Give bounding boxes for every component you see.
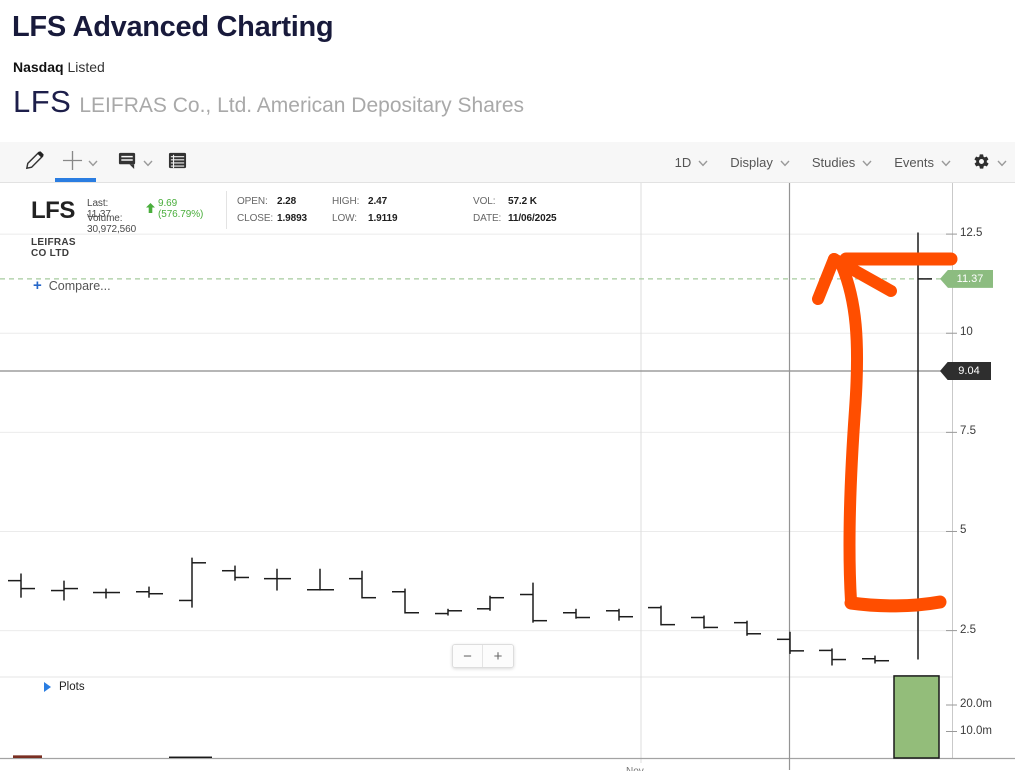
company-name: LEIFRAS Co., Ltd. American Depositary Sh… [79, 94, 525, 117]
triangle-right-icon [44, 682, 51, 692]
up-arrow-icon [146, 202, 155, 216]
legend-divider [226, 191, 227, 229]
pencil-icon [23, 149, 46, 177]
legend-field-vol: VOL: 57.2 K [473, 196, 537, 207]
chart-toolbar: 1D Display Studies Events [0, 142, 1015, 183]
axis-tick-label: 20.0m [960, 698, 992, 710]
zoom-out-button[interactable]: − [453, 645, 483, 667]
table-icon [167, 151, 188, 175]
legend-symbol: LFS [31, 197, 75, 224]
axis-tick-label: 12.5 [960, 227, 983, 240]
last-price-badge: 11.37 [940, 269, 993, 288]
table-view-button[interactable] [167, 142, 188, 183]
toolbar-menus: 1D Display Studies Events [675, 142, 1007, 183]
chevron-down-icon [997, 155, 1007, 170]
annotation-tool-button[interactable] [117, 142, 153, 183]
display-label: Display [730, 155, 773, 170]
legend-company-short: LEIFRAS CO LTD [31, 237, 76, 259]
chevron-down-icon [698, 155, 708, 170]
crosshair-price-badge: 9.04 [940, 362, 991, 380]
plus-icon: + [33, 277, 42, 294]
compare-button[interactable]: + Compare... [33, 278, 111, 293]
legend-field-low: LOW: 1.9119 [332, 213, 398, 224]
draw-tool-button[interactable] [23, 142, 46, 183]
settings-menu[interactable] [973, 153, 1007, 173]
zoom-control: − + [452, 644, 514, 668]
active-tool-underline [55, 178, 96, 182]
zoom-in-button[interactable]: + [483, 645, 513, 667]
legend-field-high: HIGH: 2.47 [332, 196, 388, 207]
chevron-down-icon [143, 154, 153, 172]
comment-icon [117, 150, 138, 175]
chevron-down-icon [941, 155, 951, 170]
legend-field-open: OPEN: 2.28 [237, 196, 297, 207]
axis-tick-label: 10 [960, 326, 973, 339]
compare-label: Compare... [48, 278, 111, 293]
exchange-listed: Nasdaq Listed [13, 59, 105, 75]
axis-tick-label: 7.5 [960, 425, 976, 438]
ticker-symbol: LFS [13, 84, 72, 119]
studies-label: Studies [811, 155, 856, 170]
exchange-name: Nasdaq [13, 59, 64, 75]
events-label: Events [894, 155, 934, 170]
crosshair-icon [62, 150, 83, 176]
page-title: LFS Advanced Charting [12, 11, 334, 43]
events-menu[interactable]: Events [894, 155, 951, 170]
axis-tick-label: 10.0m [960, 724, 992, 737]
interval-menu[interactable]: 1D [675, 155, 709, 170]
axis-tick-label: 5 [960, 524, 967, 537]
ticker-line: LFS LEIFRAS Co., Ltd. American Depositary… [13, 84, 524, 120]
legend-volume: Volume: 30,972,560 [87, 213, 137, 235]
legend-change-text: 9.69 (576.79%) [158, 198, 204, 220]
crosshair-tool-button[interactable] [62, 142, 98, 183]
legend-field-close: CLOSE: 1.9893 [237, 213, 307, 224]
display-menu[interactable]: Display [730, 155, 790, 170]
chevron-down-icon [88, 154, 98, 172]
legend-change: 9.69 (576.79%) [146, 198, 203, 220]
chevron-down-icon [780, 155, 790, 170]
plots-toggle[interactable]: Plots [44, 681, 85, 693]
studies-menu[interactable]: Studies [812, 155, 872, 170]
interval-label: 1D [674, 155, 692, 170]
listed-label: Listed [67, 59, 105, 75]
chevron-down-icon [862, 155, 872, 170]
plots-label: Plots [59, 681, 85, 693]
legend-field-date: DATE: 11/06/2025 [473, 213, 557, 224]
gear-icon [973, 153, 990, 173]
axis-tick-label: 2.5 [960, 623, 976, 636]
x-axis-label-clipped: Nov [626, 766, 644, 771]
legend-last-price: Last: 11.37 [87, 198, 111, 220]
